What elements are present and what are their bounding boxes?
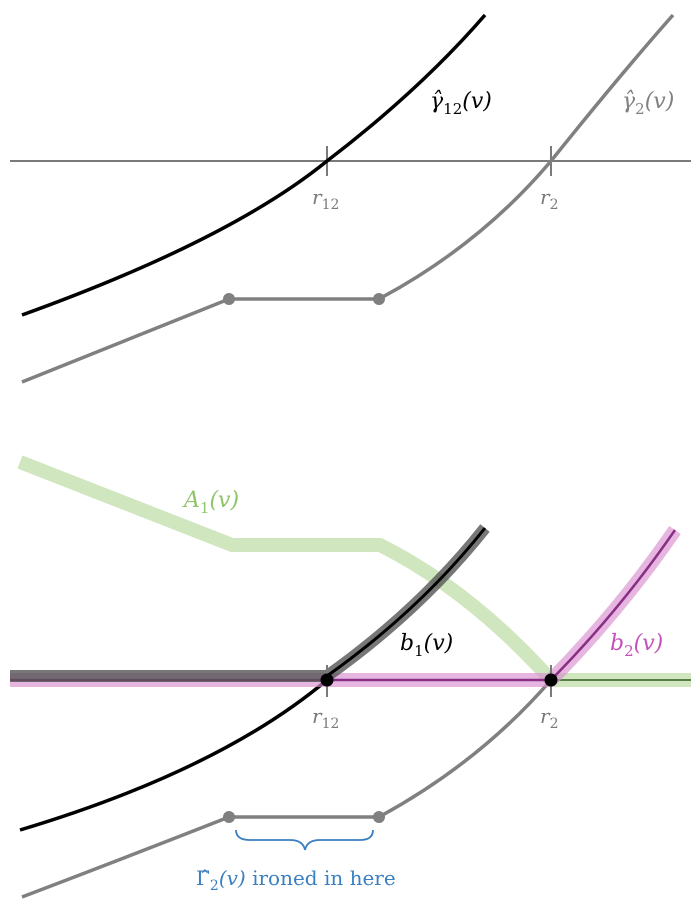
- bottom-gamma2-curve: [21, 678, 553, 899]
- top-tick-label-r12: r12: [312, 185, 339, 213]
- gamma12-label: γ̂12(v): [430, 89, 492, 118]
- ironing-brace: [235, 829, 374, 851]
- r2-junction-dot: [544, 673, 558, 687]
- bottom-tick-label-r2: r2: [540, 704, 558, 732]
- top-tick-label-r2: r2: [540, 185, 558, 213]
- r12-junction-dot: [320, 673, 334, 687]
- bottom-gamma2-iron-start-dot: [223, 811, 235, 823]
- bottom-gamma12-curve: [19, 678, 329, 832]
- bottom-panel: A1(v) b1(v) b2(v) r12 r2 Γ̂2(v) ironed i…: [10, 455, 691, 899]
- b1-core-line: [326, 527, 487, 678]
- gamma2-curve: [21, 13, 675, 384]
- gamma2-label: γ̂2(v): [622, 89, 674, 118]
- b1-label: b1(v): [400, 631, 453, 660]
- gamma2-iron-start-dot: [223, 293, 235, 305]
- bottom-tick-label-r12: r12: [312, 704, 339, 732]
- top-panel: γ̂12(v) γ̂2(v) r12 r2: [10, 13, 691, 384]
- bottom-gamma2-iron-end-dot: [373, 811, 385, 823]
- ironed-note: Γ̂2(v) ironed in here: [196, 866, 396, 894]
- b2-label: b2(v): [610, 631, 663, 660]
- A1-band: [17, 455, 691, 687]
- b2-core-line: [10, 529, 677, 682]
- A1-label: A1(v): [182, 488, 239, 517]
- gamma12-curve: [21, 13, 487, 317]
- gamma2-iron-end-dot: [373, 293, 385, 305]
